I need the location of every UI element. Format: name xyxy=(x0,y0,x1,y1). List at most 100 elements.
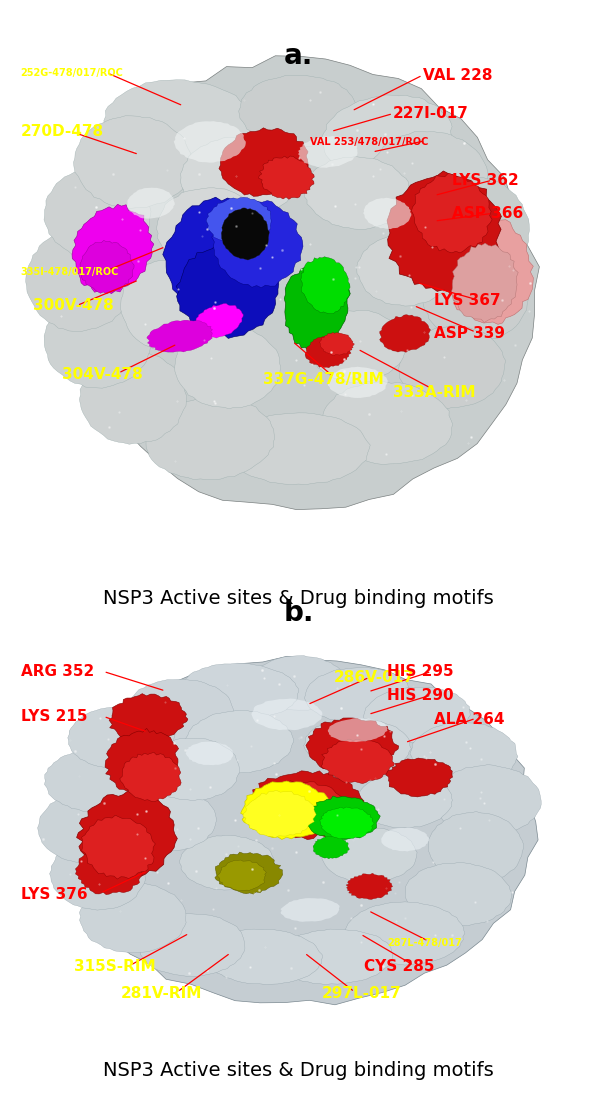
Polygon shape xyxy=(215,852,283,894)
Polygon shape xyxy=(38,793,133,863)
Polygon shape xyxy=(72,205,154,293)
Polygon shape xyxy=(364,687,470,742)
Polygon shape xyxy=(147,320,213,352)
Polygon shape xyxy=(175,326,281,408)
Polygon shape xyxy=(405,862,512,926)
Polygon shape xyxy=(321,382,453,465)
Polygon shape xyxy=(121,788,216,851)
Polygon shape xyxy=(410,722,518,785)
Polygon shape xyxy=(221,208,269,260)
Polygon shape xyxy=(328,718,387,742)
Polygon shape xyxy=(217,860,266,891)
Text: 333A-RIM: 333A-RIM xyxy=(393,385,476,400)
Polygon shape xyxy=(76,791,177,882)
Polygon shape xyxy=(75,846,143,895)
Polygon shape xyxy=(305,336,351,368)
Polygon shape xyxy=(259,156,314,199)
Polygon shape xyxy=(251,698,322,730)
Polygon shape xyxy=(50,839,146,911)
Text: 337G-478/RIM: 337G-478/RIM xyxy=(263,372,384,388)
Polygon shape xyxy=(144,397,275,480)
Polygon shape xyxy=(284,262,350,351)
Polygon shape xyxy=(357,233,453,306)
Polygon shape xyxy=(127,187,175,219)
Text: HIS 290: HIS 290 xyxy=(387,688,454,704)
Polygon shape xyxy=(68,707,175,770)
Text: 300V-478: 300V-478 xyxy=(33,298,113,313)
Polygon shape xyxy=(219,128,308,196)
Text: 281V-RIM: 281V-RIM xyxy=(121,986,202,1002)
Polygon shape xyxy=(206,197,272,244)
Polygon shape xyxy=(104,79,257,173)
Polygon shape xyxy=(247,771,364,840)
Text: 286V-017: 286V-017 xyxy=(334,669,415,685)
Polygon shape xyxy=(174,121,246,163)
Polygon shape xyxy=(358,773,453,828)
Polygon shape xyxy=(281,898,340,922)
Polygon shape xyxy=(274,929,393,984)
Polygon shape xyxy=(61,656,538,1005)
Polygon shape xyxy=(380,315,430,352)
Polygon shape xyxy=(327,367,387,397)
Polygon shape xyxy=(80,240,134,294)
Text: HIS 295: HIS 295 xyxy=(387,664,454,679)
Text: LYS 215: LYS 215 xyxy=(21,709,87,723)
Polygon shape xyxy=(44,166,151,260)
Polygon shape xyxy=(212,200,303,287)
Text: 304V-478: 304V-478 xyxy=(62,367,143,382)
Text: ALA 264: ALA 264 xyxy=(435,711,505,727)
Text: 297L-017: 297L-017 xyxy=(322,986,402,1002)
Polygon shape xyxy=(368,131,488,224)
Polygon shape xyxy=(298,137,358,167)
Text: LYS 362: LYS 362 xyxy=(452,173,519,187)
Polygon shape xyxy=(79,351,187,444)
Text: b.: b. xyxy=(283,599,314,626)
Polygon shape xyxy=(310,310,404,383)
Polygon shape xyxy=(180,663,298,719)
Polygon shape xyxy=(163,197,280,317)
Text: NSP3 Active sites & Drug binding motifs: NSP3 Active sites & Drug binding motifs xyxy=(103,589,494,609)
Polygon shape xyxy=(26,229,133,331)
Polygon shape xyxy=(120,752,181,802)
Polygon shape xyxy=(304,156,411,229)
Polygon shape xyxy=(176,242,279,338)
Text: ARG 352: ARG 352 xyxy=(21,664,94,679)
Polygon shape xyxy=(109,694,188,742)
Polygon shape xyxy=(138,914,245,977)
Polygon shape xyxy=(243,791,316,838)
Polygon shape xyxy=(251,655,346,710)
Polygon shape xyxy=(422,177,530,280)
Polygon shape xyxy=(304,718,411,774)
Polygon shape xyxy=(105,729,179,793)
Polygon shape xyxy=(306,796,380,840)
Polygon shape xyxy=(345,902,465,966)
Polygon shape xyxy=(241,781,333,839)
Text: LYS 367: LYS 367 xyxy=(435,293,501,308)
Polygon shape xyxy=(320,333,355,356)
Polygon shape xyxy=(386,759,453,797)
Polygon shape xyxy=(44,750,151,813)
Polygon shape xyxy=(156,188,263,270)
Polygon shape xyxy=(79,882,186,952)
Polygon shape xyxy=(239,75,358,148)
Polygon shape xyxy=(451,243,518,323)
Polygon shape xyxy=(435,765,541,836)
Polygon shape xyxy=(322,95,452,178)
Polygon shape xyxy=(195,304,243,338)
Polygon shape xyxy=(44,295,150,389)
Polygon shape xyxy=(186,742,233,765)
Text: VAL 253/478/017/ROC: VAL 253/478/017/ROC xyxy=(310,137,429,146)
Text: ASP 366: ASP 366 xyxy=(452,206,524,221)
Text: 270D-478: 270D-478 xyxy=(21,124,104,139)
Polygon shape xyxy=(411,173,492,253)
Polygon shape xyxy=(346,873,393,900)
Polygon shape xyxy=(121,260,217,352)
Polygon shape xyxy=(304,667,410,722)
Polygon shape xyxy=(320,807,374,839)
Polygon shape xyxy=(144,738,240,800)
Polygon shape xyxy=(442,216,533,325)
Polygon shape xyxy=(60,56,539,510)
Polygon shape xyxy=(127,679,234,742)
Polygon shape xyxy=(322,828,417,883)
Polygon shape xyxy=(227,413,370,484)
